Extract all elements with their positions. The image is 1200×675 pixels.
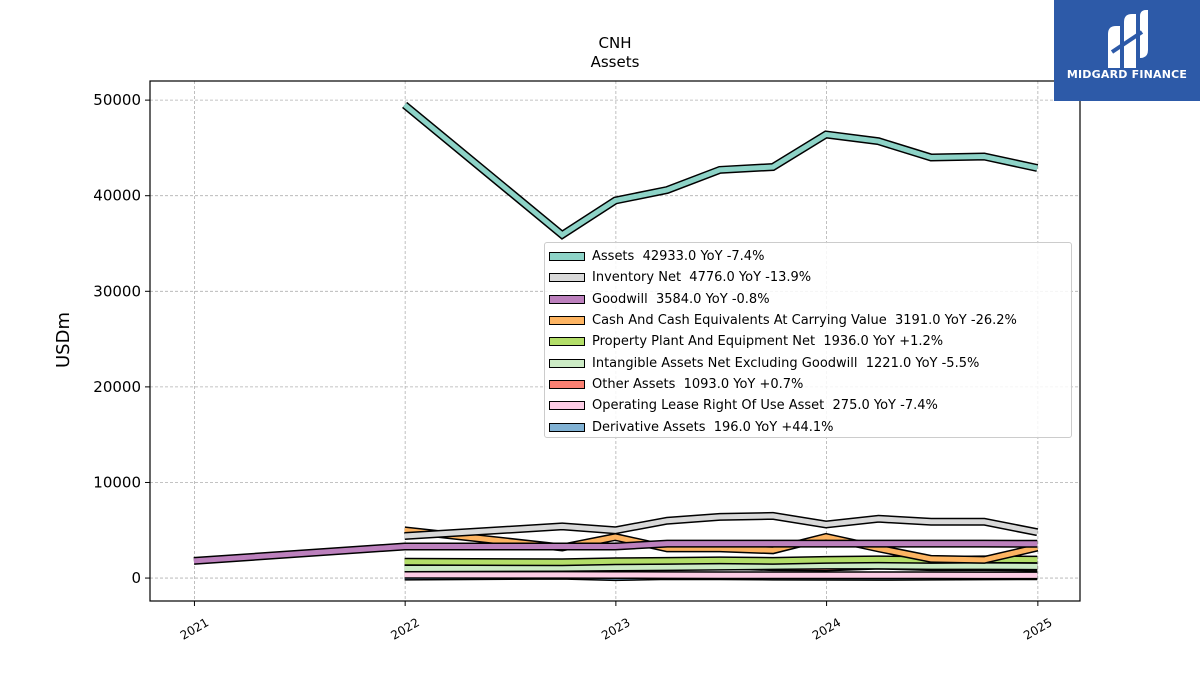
chart-subtitle: Assets	[591, 53, 640, 71]
legend-swatch	[549, 337, 585, 347]
legend-swatch	[549, 252, 585, 262]
series-line-stroke	[404, 527, 1038, 563]
legend-label: Operating Lease Right Of Use Asset 275.0…	[592, 398, 938, 414]
y-tick-label: 40000	[93, 187, 141, 205]
chart-legend: Assets 42933.0 YoY -7.4% Inventory Net 47…	[544, 242, 1072, 438]
legend-label: Intangible Assets Net Excluding Goodwill…	[592, 355, 980, 371]
legend-swatch	[549, 294, 585, 304]
x-tick-label: 2024	[810, 615, 843, 642]
series-lines	[193, 101, 1039, 582]
legend-item: Other Assets 1093.0 YoY +0.7%	[545, 374, 1071, 395]
x-tick-label: 2025	[1021, 615, 1054, 642]
y-axis-label: USDm	[53, 312, 74, 368]
legend-label: Derivative Assets 196.0 YoY +44.1%	[592, 419, 834, 435]
legend-swatch	[549, 273, 585, 283]
legend-item: Derivative Assets 196.0 YoY +44.1%	[545, 416, 1071, 437]
series-line-stroke	[404, 572, 1038, 578]
series-line	[404, 561, 1038, 573]
legend-item: Assets 42933.0 YoY -7.4%	[545, 246, 1071, 267]
legend-label: Goodwill 3584.0 YoY -0.8%	[592, 291, 770, 307]
series-line-stroke	[403, 102, 1038, 238]
series-line	[404, 511, 1039, 540]
legend-swatch	[549, 379, 585, 389]
legend-swatch	[549, 316, 585, 326]
legend-swatch	[549, 358, 585, 368]
x-tick-label: 2023	[599, 615, 632, 642]
legend-item: Goodwill 3584.0 YoY -0.8%	[545, 289, 1071, 310]
legend-swatch	[549, 422, 585, 432]
y-tick-label: 20000	[93, 378, 141, 396]
legend-item: Intangible Assets Net Excluding Goodwill…	[545, 352, 1071, 373]
legend-item: Operating Lease Right Of Use Asset 275.0…	[545, 395, 1071, 416]
legend-label: Other Assets 1093.0 YoY +0.7%	[592, 376, 804, 392]
series-line	[193, 539, 1038, 565]
legend-swatch	[549, 401, 585, 411]
legend-item: Inventory Net 4776.0 YoY -13.9%	[545, 267, 1071, 288]
y-tick-label: 50000	[93, 91, 141, 109]
x-tick-label: 2021	[178, 615, 211, 642]
series-line	[402, 101, 1039, 240]
legend-label: Assets 42933.0 YoY -7.4%	[592, 249, 765, 265]
series-line-stroke	[193, 541, 1038, 564]
series-line-stroke	[404, 563, 1038, 571]
series-line	[404, 526, 1039, 564]
chart-title: CNH	[599, 34, 632, 52]
midgard-finance-logo: MIDGARD FINANCE	[1054, 0, 1200, 101]
series-line-stroke	[404, 513, 1038, 539]
legend-item: Property Plant And Equipment Net 1936.0 …	[545, 331, 1071, 352]
plot-frame	[149, 80, 1081, 602]
x-tick-label: 2022	[388, 615, 421, 642]
legend-label: Property Plant And Equipment Net 1936.0 …	[592, 334, 944, 350]
midgard-logo-icon	[1108, 10, 1148, 68]
legend-item: Cash And Cash Equivalents At Carrying Va…	[545, 310, 1071, 331]
logo-text: MIDGARD FINANCE	[1066, 68, 1188, 81]
legend-label: Cash And Cash Equivalents At Carrying Va…	[592, 313, 1017, 329]
series-line	[404, 570, 1038, 580]
y-tick-label: 10000	[93, 473, 141, 491]
legend-label: Inventory Net 4776.0 YoY -13.9%	[592, 270, 812, 286]
y-tick-label: 30000	[93, 282, 141, 300]
y-tick-label: 0	[131, 569, 141, 587]
